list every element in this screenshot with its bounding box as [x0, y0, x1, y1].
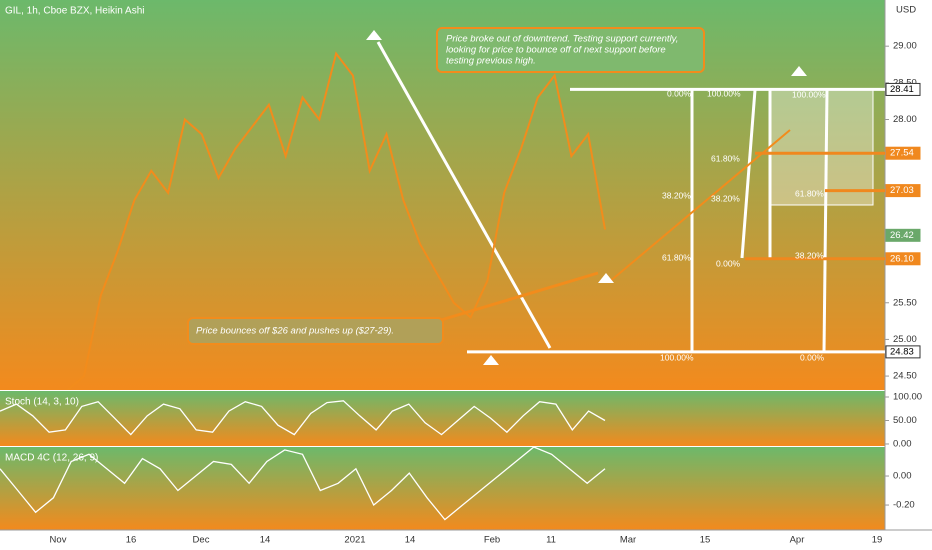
- y-tick-label: 0.00: [893, 471, 912, 482]
- y-tick-label: 28.00: [893, 114, 917, 125]
- x-tick-label: 16: [126, 535, 137, 546]
- price-tag-label: 26.10: [890, 253, 914, 264]
- fib-label: 0.00%: [800, 352, 825, 362]
- fib-label: 100.00%: [792, 89, 826, 99]
- fib-label: 61.80%: [795, 188, 824, 198]
- y-tick-label: 50.00: [893, 415, 917, 426]
- price-tag: [885, 252, 921, 266]
- y-tick-label: 29.00: [893, 41, 917, 52]
- price-tag: [885, 184, 921, 198]
- x-tick-label: 11: [546, 535, 556, 546]
- y-tick-label: 25.00: [893, 334, 917, 345]
- fib-label: 100.00%: [660, 352, 694, 362]
- y-tick-label: 28.50: [893, 77, 917, 88]
- indicator-line: [0, 446, 606, 521]
- price-tag: [885, 228, 921, 242]
- price-tag: [885, 345, 921, 359]
- note: Price bounces off $26 and pushes up ($27…: [196, 326, 394, 337]
- x-tick-label: Feb: [484, 535, 500, 546]
- y-tick-label: 100.00: [893, 392, 922, 403]
- x-tick-label: Nov: [50, 535, 67, 546]
- price-tag-label: 27.54: [890, 148, 914, 159]
- triangle: [483, 355, 499, 365]
- y-tick-label: 0.00: [893, 438, 912, 449]
- price-tag: [885, 82, 921, 96]
- arrow: [607, 129, 791, 284]
- note-box: [436, 27, 705, 73]
- arrow: [440, 271, 599, 322]
- y-tick-label: 25.50: [893, 297, 917, 308]
- x-tick-label: Mar: [620, 535, 636, 546]
- indicator-line: [0, 400, 606, 436]
- x-tick-label: 14: [260, 535, 271, 546]
- fib-label: 38.20%: [795, 250, 824, 260]
- x-tick-label: 14: [405, 535, 416, 546]
- stoch-panel: [0, 391, 885, 446]
- fib-label: 0.00%: [667, 88, 692, 98]
- price-line: [66, 51, 606, 390]
- note: testing previous high.: [446, 56, 536, 67]
- triangle: [366, 30, 382, 40]
- price-tag: [885, 146, 921, 160]
- triangle: [791, 66, 807, 76]
- triangle: [598, 273, 614, 283]
- y-tick-label: 24.50: [893, 371, 917, 382]
- fib-label: 100.00%: [707, 88, 741, 98]
- price-group: [66, 51, 606, 390]
- target-box: [769, 89, 874, 206]
- y-tick-label: -0.20: [893, 500, 915, 511]
- currency: USD: [896, 5, 916, 16]
- chart-title: GIL, 1h, Cboe BZX, Heikin Ashi: [5, 6, 145, 17]
- fib-label: 38.20%: [711, 193, 740, 203]
- note: Price broke out of downtrend. Testing su…: [446, 34, 678, 45]
- note: looking for price to bounce off of next …: [446, 45, 666, 56]
- fib-label: 61.80%: [662, 252, 691, 262]
- x-tick-label: Dec: [193, 535, 210, 546]
- price-tag-label: 27.03: [890, 185, 914, 196]
- x-tick-label: 19: [872, 535, 883, 546]
- x-tick-label: 2021: [344, 535, 365, 546]
- price-tag-label: 28.41: [890, 84, 914, 95]
- fib-label: 38.20%: [662, 190, 691, 200]
- note-box: [187, 317, 444, 345]
- price-tag-label: 26.42: [890, 230, 914, 241]
- fib-label: 0.00%: [716, 258, 741, 268]
- x-tick-label: 15: [700, 535, 711, 546]
- x-tick-label: Apr: [790, 535, 805, 546]
- fib-label: 61.80%: [711, 153, 740, 163]
- price-tag-label: 24.83: [890, 346, 914, 357]
- indicator-title: Stoch (14, 3, 10): [5, 397, 79, 408]
- indicator-title: MACD 4C (12, 26, 9): [5, 453, 98, 464]
